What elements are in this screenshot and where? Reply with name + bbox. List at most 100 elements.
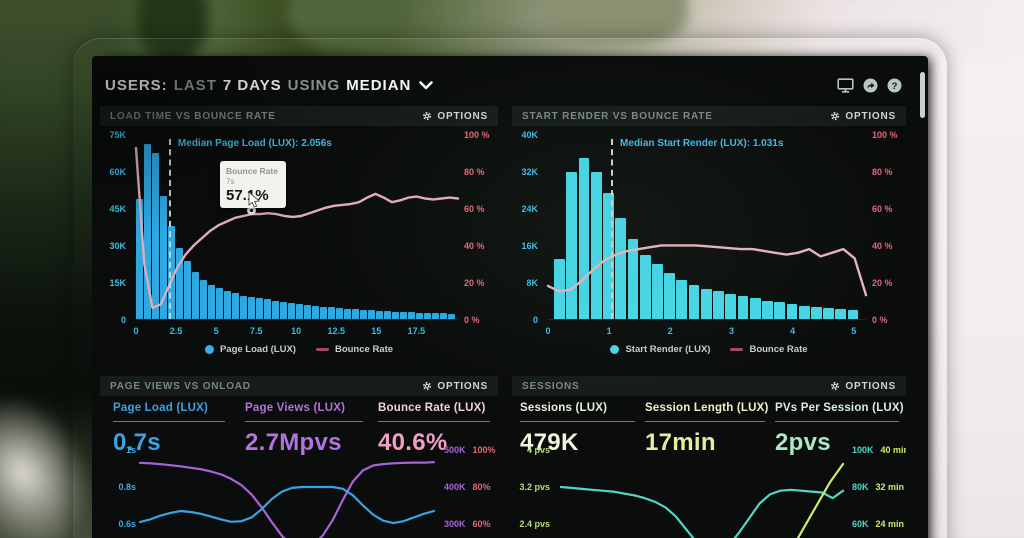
histogram-bar bbox=[400, 312, 407, 319]
options-button[interactable]: OPTIONS bbox=[830, 381, 896, 392]
legend-label: Start Render (LUX) bbox=[625, 344, 711, 355]
mini-axis-right-row: 100K 40 min bbox=[852, 445, 906, 455]
mini-axis-tick-label: 80K bbox=[852, 482, 869, 492]
histogram-bar bbox=[184, 261, 191, 319]
mini-axis-tick-label: 4 pvs bbox=[526, 445, 550, 455]
mini-axis-right-row: 80K 32 min bbox=[852, 482, 904, 492]
chart-legend: Start Render (LUX) Bounce Rate bbox=[512, 344, 906, 355]
x-axis-tick-label: 4 bbox=[790, 326, 796, 336]
page-title[interactable]: USERS: LAST 7 DAYS USING MEDIAN bbox=[105, 76, 434, 94]
median-marker-line bbox=[611, 139, 614, 319]
mini-axis-tick-label: 100K bbox=[852, 445, 874, 455]
mini-axis-left: 1s 0.8s 0.6s bbox=[104, 442, 138, 538]
y-axis-tick-label: 30K bbox=[109, 241, 126, 251]
panel-load-time-vs-bounce-rate: LOAD TIME VS BOUNCE RATE OPTIONS 75K 60K 4… bbox=[100, 106, 498, 370]
panel-title: PAGE VIEWS VS ONLOAD bbox=[110, 380, 251, 392]
x-axis: 0 2.5 5 7.5 10 12.5 15 17.5 bbox=[133, 326, 458, 338]
histogram-bar bbox=[352, 309, 359, 319]
histogram-bar bbox=[639, 254, 651, 319]
metric-bounce-rate[interactable]: Bounce Rate (LUX) 40.6% bbox=[378, 402, 490, 457]
mini-axis-tick-label: 32 min bbox=[875, 482, 905, 492]
options-button[interactable]: OPTIONS bbox=[830, 111, 896, 122]
histogram-bar bbox=[264, 299, 271, 319]
options-button[interactable]: OPTIONS bbox=[422, 381, 488, 392]
histogram-bar bbox=[578, 158, 590, 319]
histogram-bar bbox=[144, 143, 151, 319]
histogram-bar bbox=[360, 309, 367, 319]
share-icon[interactable] bbox=[863, 78, 878, 93]
chart-legend: Page Load (LUX) Bounce Rate bbox=[100, 344, 498, 355]
y-axis-right: 100 % 80 % 60 % 40 % 20 % 0 % bbox=[460, 130, 498, 325]
median-marker-line bbox=[168, 139, 171, 319]
help-icon[interactable]: ? bbox=[887, 78, 902, 93]
metric-underline bbox=[245, 421, 363, 422]
histogram-bar bbox=[590, 171, 602, 319]
y-axis-right-tick-label: 60 % bbox=[872, 204, 893, 214]
panel-header: LOAD TIME VS BOUNCE RATE OPTIONS bbox=[100, 106, 498, 126]
histogram-bar bbox=[847, 309, 859, 319]
histogram-bar bbox=[416, 312, 423, 319]
mini-chart[interactable] bbox=[138, 442, 440, 538]
panel-page-views-vs-onload: PAGE VIEWS VS ONLOAD OPTIONS Page Load (… bbox=[100, 376, 498, 538]
chart-plot-area[interactable]: Median Start Render (LUX): 1.031s bbox=[546, 135, 868, 320]
panel-header: START RENDER VS BOUNCE RATE OPTIONS bbox=[512, 106, 906, 126]
metric-value: 17min bbox=[645, 429, 716, 456]
histogram-bar bbox=[216, 288, 223, 319]
histogram-bar bbox=[232, 293, 239, 319]
legend-label: Bounce Rate bbox=[749, 344, 808, 355]
histogram-bar bbox=[376, 310, 383, 319]
metric-underline bbox=[378, 421, 490, 422]
title-last: LAST bbox=[173, 76, 217, 94]
metric-pvs-per-session[interactable]: PVs Per Session (LUX) 2pvs bbox=[775, 402, 904, 457]
histogram-bar bbox=[336, 308, 343, 319]
mini-axis-tick-label: 0.8s bbox=[118, 482, 136, 492]
mini-chart[interactable] bbox=[558, 442, 846, 538]
x-axis-tick-label: 5 bbox=[213, 326, 219, 336]
y-axis-right-tick-label: 0 % bbox=[872, 315, 888, 325]
histogram-bar bbox=[688, 284, 700, 319]
display-icon[interactable] bbox=[837, 77, 854, 93]
metric-underline bbox=[645, 421, 765, 422]
leaf-blur bbox=[288, 0, 408, 48]
histogram-bar bbox=[664, 273, 676, 319]
legend-item[interactable]: Bounce Rate bbox=[315, 344, 393, 355]
options-button[interactable]: OPTIONS bbox=[422, 111, 488, 122]
histogram-bar bbox=[384, 311, 391, 319]
histogram-bar bbox=[432, 313, 439, 319]
mini-axis-left: 4 pvs 3.2 pvs 2.4 pvs bbox=[518, 442, 552, 538]
y-axis-tick-label: 24K bbox=[521, 204, 538, 214]
x-axis-tick-label: 0 bbox=[545, 326, 551, 336]
scrollbar[interactable] bbox=[920, 72, 925, 118]
panel-title: SESSIONS bbox=[522, 380, 580, 392]
legend-label: Page Load (LUX) bbox=[219, 344, 296, 355]
y-axis-tick-label: 45K bbox=[109, 204, 126, 214]
histogram-bar bbox=[823, 307, 835, 319]
x-axis-tick-label: 7.5 bbox=[249, 326, 263, 336]
histogram-bar bbox=[368, 310, 375, 319]
histogram-bar bbox=[208, 284, 215, 319]
svg-text:?: ? bbox=[892, 80, 898, 91]
metric-page-load[interactable]: Page Load (LUX) 0.7s bbox=[113, 402, 225, 457]
histogram-bar bbox=[328, 307, 335, 319]
y-axis-right-tick-label: 60 % bbox=[464, 204, 485, 214]
histogram-bar bbox=[774, 302, 786, 319]
x-axis-tick-label: 2.5 bbox=[169, 326, 183, 336]
histogram-bar bbox=[627, 238, 639, 319]
histogram-bar bbox=[700, 289, 712, 319]
histogram-bar bbox=[424, 312, 431, 319]
legend-item[interactable]: Start Render (LUX) bbox=[610, 344, 710, 355]
mini-axis-tick-label: 0.6s bbox=[118, 519, 136, 529]
y-axis-right-tick-label: 100 % bbox=[872, 130, 898, 140]
metric-page-views[interactable]: Page Views (LUX) 2.7Mpvs bbox=[245, 402, 363, 457]
legend-item[interactable]: Bounce Rate bbox=[730, 344, 808, 355]
legend-item[interactable]: Page Load (LUX) bbox=[204, 344, 296, 355]
histogram-bar bbox=[312, 306, 319, 319]
mini-axis-tick-label: 60K bbox=[852, 519, 869, 529]
histogram-bar bbox=[762, 300, 773, 319]
chart-plot-area[interactable]: Median Page Load (LUX): 2.056s Bounce Ra… bbox=[134, 135, 460, 320]
metric-sessions[interactable]: Sessions (LUX) 479K bbox=[520, 402, 635, 457]
bounce-rate-line bbox=[134, 146, 460, 310]
metric-session-length[interactable]: Session Length (LUX) 17min bbox=[645, 402, 768, 457]
mini-axis-tick-label: 300K bbox=[444, 519, 466, 529]
